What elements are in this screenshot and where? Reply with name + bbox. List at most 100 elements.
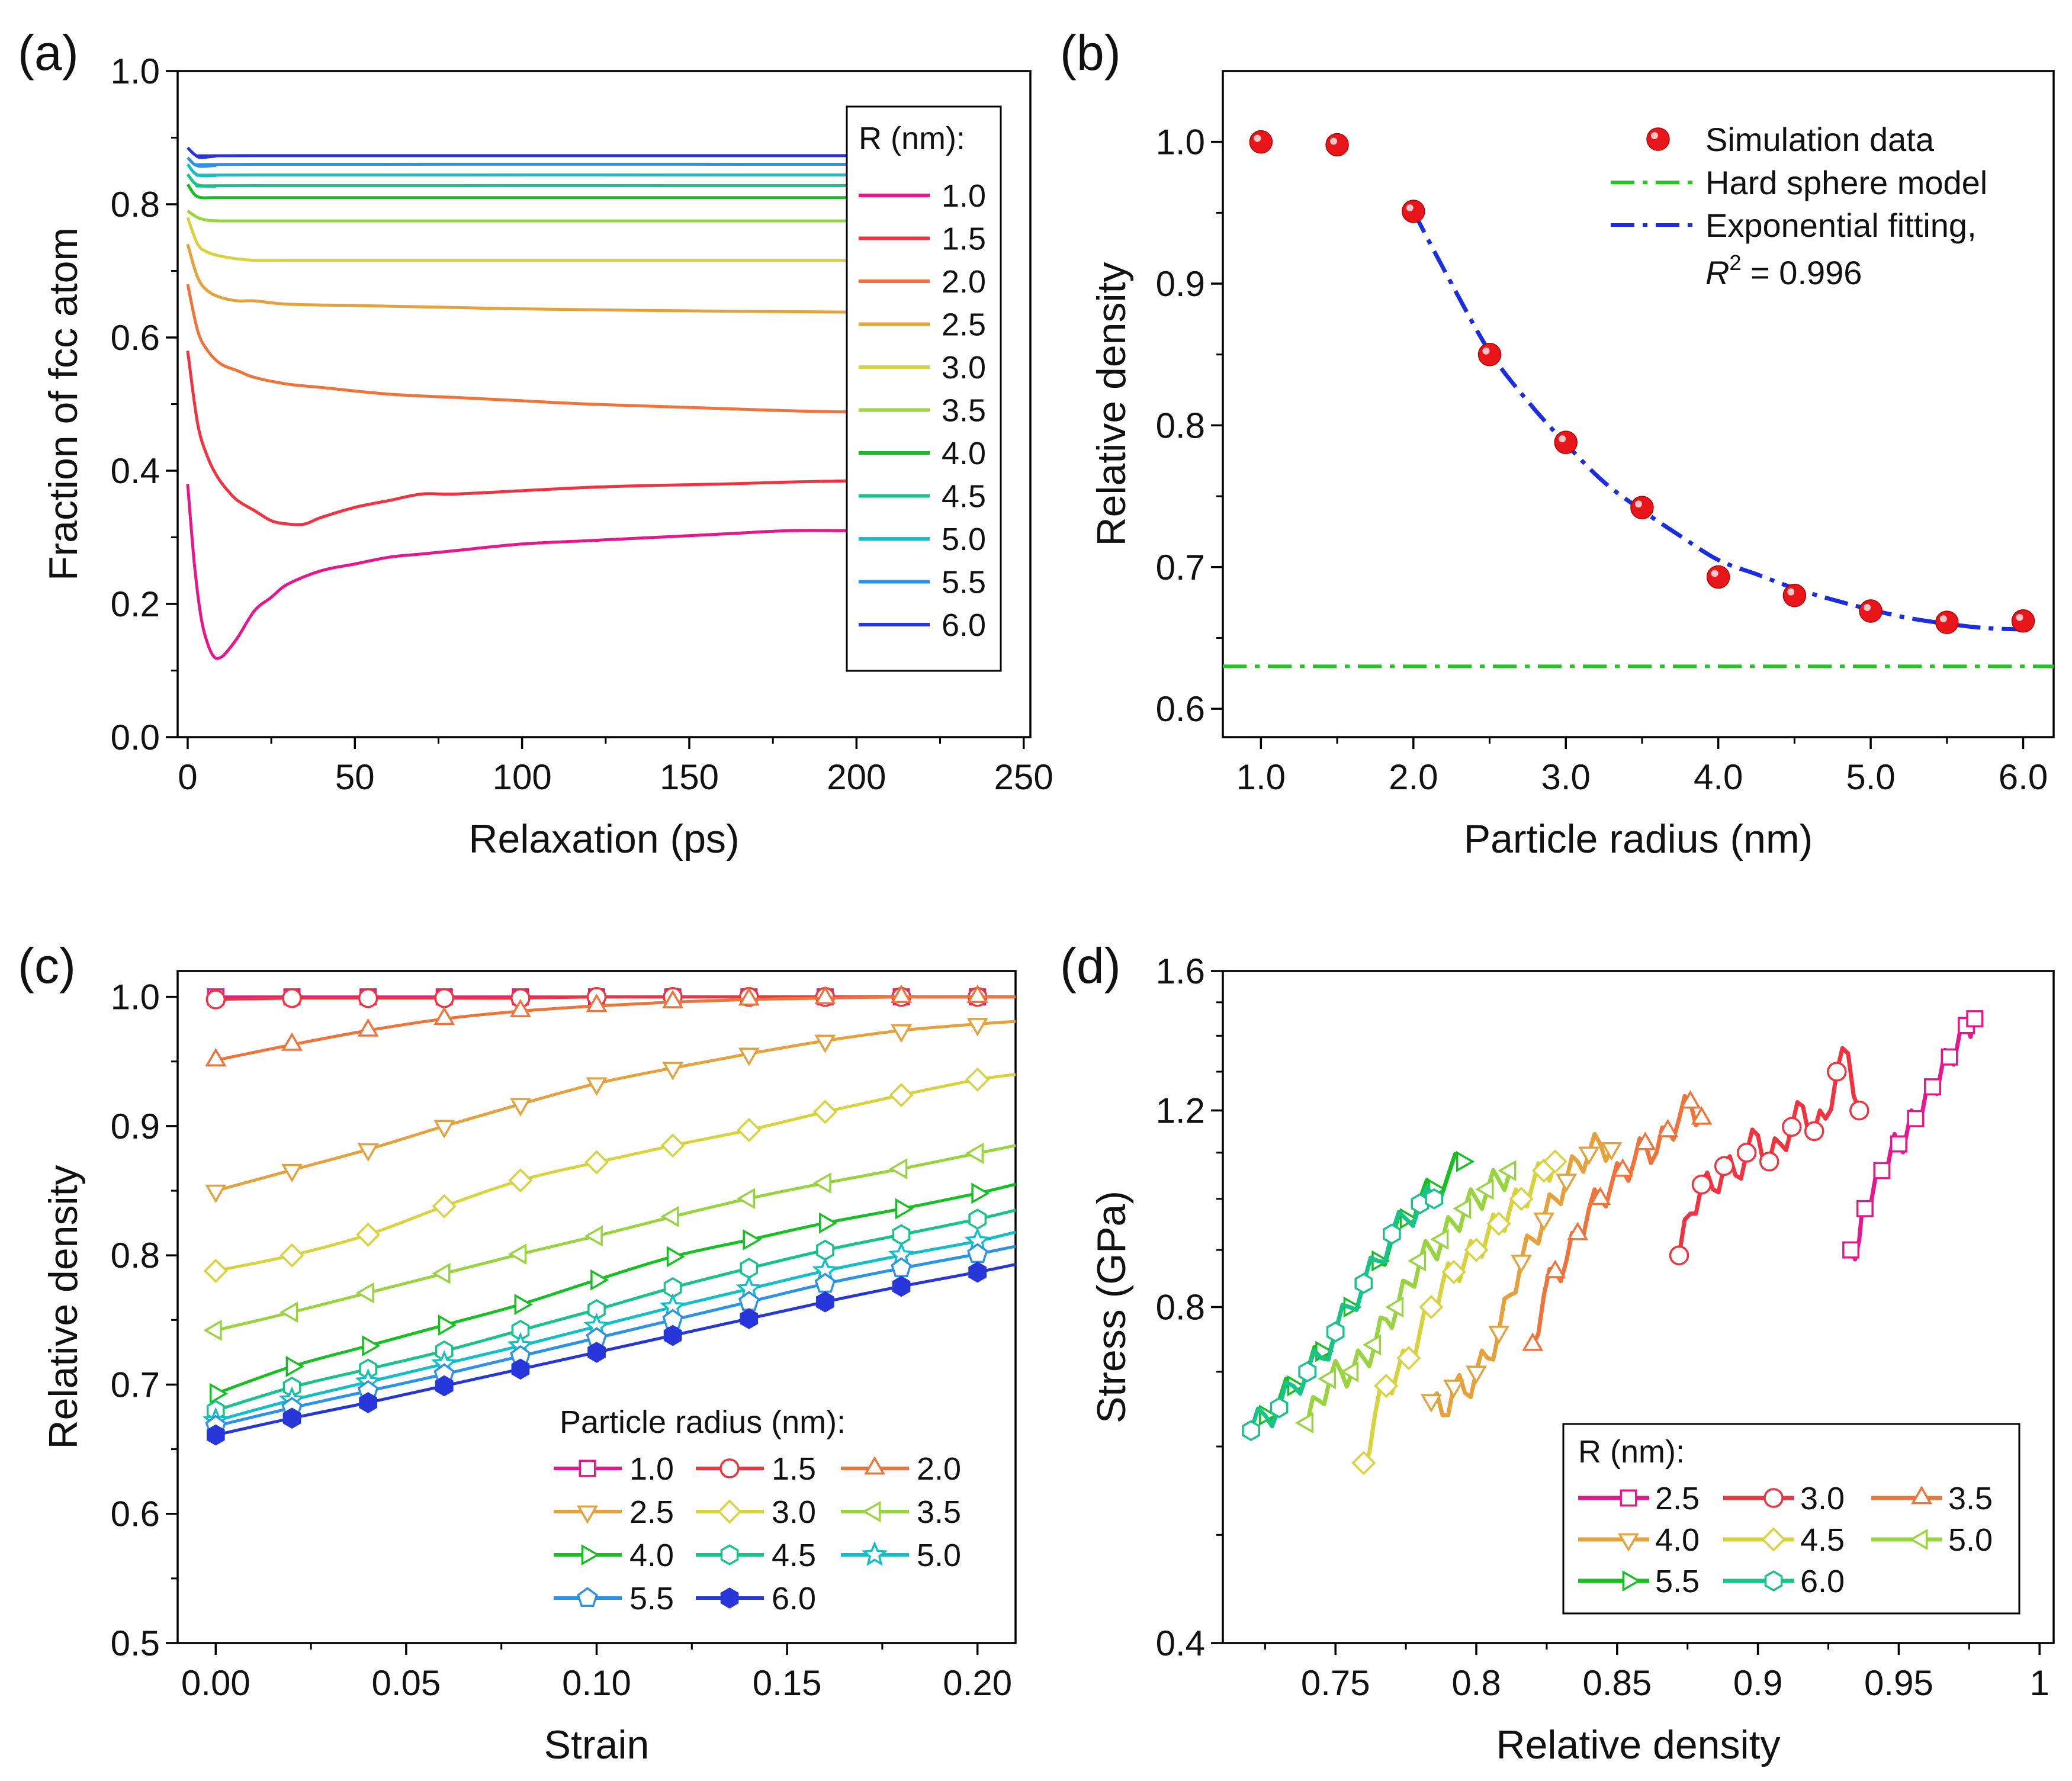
panel-c-point-4.0 [362, 1335, 381, 1356]
panel-c-legend-label-3.0: 3.0 [772, 1494, 816, 1530]
panel-a-ytick-label: 1.0 [111, 52, 160, 91]
panel-b-sim-point [1630, 496, 1654, 519]
panel-c-point-3.0 [812, 1100, 837, 1124]
panel-d-point-2.5 [1873, 1162, 1891, 1179]
panel-d-series-line-3.5 [1531, 1094, 1704, 1346]
panel-c-point-2.5 [738, 1047, 760, 1066]
panel-c-point-6.0 [435, 1375, 454, 1397]
panel-c-legend-marker-3.5 [862, 1501, 881, 1522]
panel-d-legend-label-4.0: 4.0 [1655, 1522, 1700, 1558]
panel-a-label: (a) [18, 25, 79, 81]
panel-c-legend-title: Particle radius (nm): [560, 1404, 846, 1440]
panel-d-point-5.0 [1475, 1178, 1494, 1200]
panel-d-point-3.0 [1827, 1062, 1847, 1082]
panel-b-legend-label-hard: Hard sphere model [1705, 164, 1987, 201]
panel-a-legend-label-2.0: 2.0 [942, 264, 986, 300]
panel-d-point-4.5 [1509, 1187, 1534, 1211]
panel-c-point-3.5 [812, 1172, 831, 1194]
panel-d-legend-label-3.5: 3.5 [1948, 1481, 1993, 1516]
panel-c-point-4.5 [740, 1258, 759, 1279]
panel-d-point-3.5 [1544, 1259, 1566, 1278]
panel-b-legend-label-fit: Exponential fitting, [1705, 207, 1977, 244]
panel-a-legend-label-3.5: 3.5 [942, 393, 986, 429]
panel-c-point-3.0 [737, 1118, 762, 1142]
panel-d-point-3.0 [1849, 1100, 1869, 1121]
panel-c-legend-label-2.5: 2.5 [629, 1494, 674, 1530]
panel-d-point-2.5 [1842, 1241, 1860, 1259]
panel-c-legend-label-1.0: 1.0 [629, 1451, 674, 1487]
panel-c-point-2.0 [662, 989, 684, 1008]
panel-a-series-line-5.0 [186, 163, 857, 178]
panel-a-series-line-1.5 [186, 351, 857, 526]
panel-c-point-2.5 [205, 1184, 227, 1203]
panel-c-ytick-label: 1.0 [111, 978, 160, 1017]
panel-c-point-6.0 [206, 1424, 225, 1446]
panel-d-point-3.0 [1669, 1245, 1689, 1265]
panel-b-xlabel: Particle radius (nm) [1464, 816, 1813, 861]
panel-d-point-4.5 [1464, 1237, 1489, 1262]
panel-c-point-3.0 [889, 1083, 914, 1107]
panel-c-legend-marker-1.0 [579, 1459, 596, 1477]
panel-c-point-4.5 [892, 1224, 911, 1246]
panel-d-point-6.0 [1298, 1361, 1317, 1383]
panel-d-legend-marker-6.0 [1764, 1570, 1783, 1592]
panel-b-ytick-label: 1.0 [1156, 123, 1205, 162]
panel-a-ytick-label: 0.8 [111, 185, 160, 224]
panel-c-point-4.0 [438, 1314, 457, 1336]
panel-b-legend-r2: R2 = 0.996 [1705, 250, 1862, 291]
panel-c-point-6.0 [587, 1342, 606, 1363]
panel-d-legend-marker-3.0 [1763, 1488, 1784, 1508]
panel-b-label: (b) [1060, 25, 1121, 81]
panel-c-point-3.5 [508, 1243, 527, 1265]
panel-d-point-4.0 [1466, 1365, 1487, 1384]
panel-c-legend-label-1.5: 1.5 [772, 1451, 816, 1487]
panel-d-legend-label-4.5: 4.5 [1800, 1522, 1845, 1558]
panel-c-point-1.5 [282, 988, 302, 1008]
panel-a-ylabel: Fraction of fcc atom [41, 227, 86, 581]
panel-a-legend-label-4.0: 4.0 [942, 436, 986, 471]
panel-a-legend-label-6.0: 6.0 [942, 607, 986, 643]
panel-d-point-4.5 [1543, 1149, 1567, 1174]
panel-c-xtick-label: 0.15 [753, 1663, 822, 1703]
panel-d-point-6.0 [1425, 1188, 1444, 1210]
panel-a-series-line-4.5 [186, 173, 857, 188]
panel-a-xtick-label: 50 [335, 757, 375, 797]
panel-d-xtick-label: 0.75 [1301, 1663, 1370, 1703]
panel-c-point-2.0 [586, 994, 608, 1012]
panel-c-point-3.5 [280, 1301, 298, 1323]
panel-d-point-3.5 [1657, 1118, 1679, 1137]
panel-c-point-3.5 [432, 1262, 451, 1284]
panel-d-point-3.0 [1781, 1117, 1802, 1137]
panel-a-legend-label-1.0: 1.0 [942, 178, 986, 214]
panel-a-legend-title: R (nm): [859, 121, 965, 156]
panel-a-series-line-3.0 [186, 217, 857, 262]
panel-d-ylabel: Stress (GPa) [1089, 1191, 1134, 1423]
panel-c-point-6.0 [892, 1275, 911, 1297]
panel-c-point-4.0 [819, 1212, 838, 1234]
panel-a-ytick-label: 0.0 [111, 718, 160, 757]
panel-a-series-line-2.0 [186, 284, 857, 414]
panel-c-point-2.5 [509, 1098, 531, 1117]
panel-d-legend-marker-4.0 [1618, 1533, 1639, 1552]
panel-d-xtick-label: 0.85 [1582, 1663, 1652, 1703]
panel-a-series-line-4.0 [186, 183, 857, 200]
panel-c-ytick-label: 0.5 [111, 1624, 160, 1663]
panel-d-legend-marker-2.5 [1620, 1489, 1637, 1507]
panel-b-sim-point [1325, 133, 1349, 157]
panel-d-point-6.0 [1242, 1420, 1260, 1442]
panel-a-legend-label-1.5: 1.5 [942, 221, 986, 257]
panel-b-ytick-label: 0.6 [1156, 689, 1205, 729]
panel-d-point-5.0 [1430, 1229, 1449, 1250]
panel-c-point-4.0 [209, 1383, 229, 1404]
panel-a-legend-label-4.5: 4.5 [942, 479, 986, 515]
panel-d-point-4.0 [1443, 1380, 1464, 1399]
panel-c-xlabel: Strain [544, 1722, 650, 1767]
panel-b-sim-point [1935, 610, 1959, 634]
panel-c-point-3.0 [660, 1133, 685, 1158]
panel-c-point-4.5 [816, 1239, 834, 1261]
panel-d-point-3.5 [1679, 1090, 1701, 1109]
panel-b-xtick-label: 6.0 [1999, 757, 2048, 797]
panel-c-point-3.5 [355, 1282, 374, 1304]
panel-d-legend-marker-5.0 [1909, 1529, 1928, 1550]
panel-d-legend-label-5.5: 5.5 [1655, 1564, 1700, 1599]
